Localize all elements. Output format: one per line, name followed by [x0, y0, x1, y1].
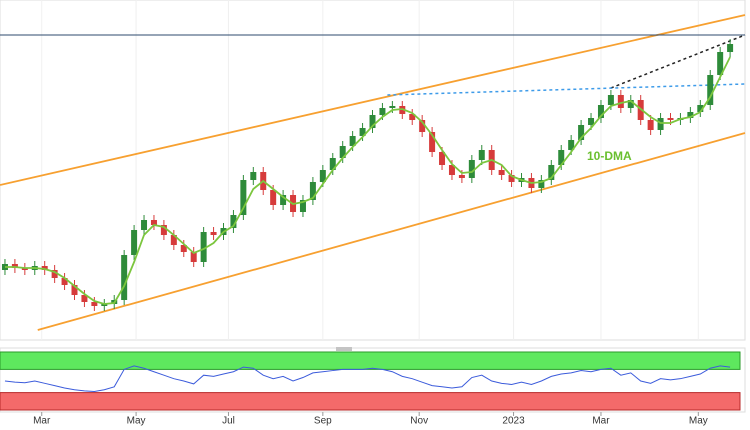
candle-body	[498, 170, 505, 175]
candle-body	[399, 106, 406, 114]
candle-body	[627, 100, 634, 108]
candle-body	[41, 266, 48, 270]
candle-body	[409, 114, 416, 120]
trend-line	[37, 132, 746, 331]
candle-body	[458, 175, 465, 178]
candle-body	[548, 165, 555, 180]
candle-body	[538, 180, 545, 188]
candle-body	[170, 235, 177, 245]
candle-body	[478, 150, 485, 160]
candle-body	[607, 95, 614, 105]
x-tick-label: Mar	[592, 416, 610, 427]
candle-body	[657, 118, 664, 130]
candle-body	[468, 160, 475, 178]
candle-body	[180, 245, 187, 252]
candle-body	[439, 152, 446, 165]
x-tick-label: Mar	[33, 416, 51, 427]
candle-body	[11, 264, 18, 268]
candle-body	[210, 232, 217, 235]
rsi-line	[4, 365, 731, 392]
candle-body	[319, 170, 326, 182]
x-tick-label: Jul	[222, 416, 235, 427]
candle-body	[369, 115, 376, 128]
candle-body	[21, 268, 28, 270]
candle-body	[339, 146, 346, 158]
candle-body	[578, 125, 585, 140]
candle-body	[200, 232, 207, 262]
candle-body	[150, 220, 157, 225]
overbought-zone	[0, 351, 741, 370]
candle-body	[141, 220, 148, 230]
candle-body	[429, 132, 436, 152]
candle-body	[558, 150, 565, 165]
main-panel	[0, 0, 746, 341]
trend-line	[0, 14, 746, 186]
candle-body	[379, 108, 386, 115]
x-tick-label: Sep	[314, 416, 332, 427]
candle-body	[131, 230, 138, 255]
candle-body	[588, 118, 595, 125]
candle-body	[250, 172, 257, 180]
candle-body	[707, 75, 714, 105]
candle-body	[389, 106, 396, 108]
x-tick-label: May	[127, 416, 146, 427]
candle-body	[617, 95, 624, 108]
candle-body	[81, 295, 88, 302]
candle-body	[101, 304, 108, 306]
candle-body	[647, 120, 654, 130]
candle-body	[508, 175, 515, 182]
candle-body	[71, 285, 78, 295]
candle-body	[597, 105, 604, 118]
candle-body	[299, 200, 306, 212]
candle-body	[727, 44, 734, 52]
candle-body	[349, 136, 356, 146]
annotation: 10-DMA	[587, 149, 632, 163]
candle-body	[190, 252, 197, 262]
trend-line	[610, 34, 746, 89]
candle-body	[121, 255, 128, 300]
oversold-zone	[0, 392, 741, 411]
candle-body	[419, 120, 426, 132]
candle-body	[280, 195, 287, 205]
x-tick-label: May	[689, 416, 708, 427]
candle-body	[448, 165, 455, 175]
candle-body	[230, 215, 237, 228]
candle-body	[697, 105, 704, 112]
candle-body	[240, 180, 247, 215]
candle-body	[568, 140, 575, 150]
candle-body	[309, 182, 316, 200]
x-tick-label: 2023	[502, 416, 525, 427]
candle-body	[91, 302, 98, 306]
candle-body	[270, 190, 277, 205]
candle-body	[687, 112, 694, 118]
candle-body	[329, 158, 336, 170]
candle-body	[359, 128, 366, 136]
x-tick-label: Nov	[410, 416, 428, 427]
candle-body	[61, 278, 68, 285]
candle-body	[51, 270, 58, 278]
moving-average	[4, 56, 731, 305]
candle-body	[717, 52, 724, 75]
candle-body	[160, 225, 167, 235]
candle-body	[667, 118, 674, 120]
